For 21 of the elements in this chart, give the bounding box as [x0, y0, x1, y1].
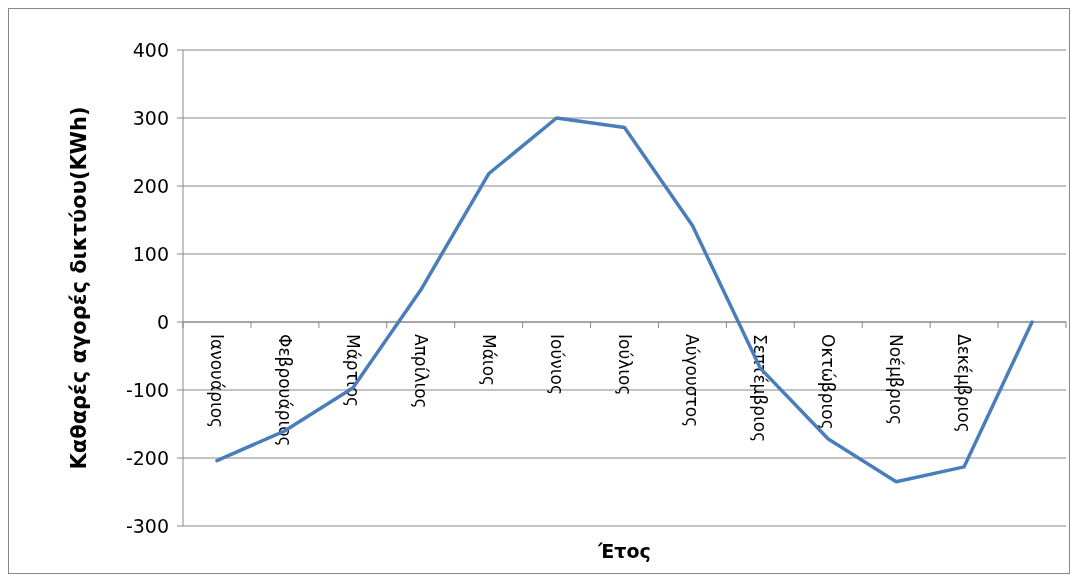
x-tick-label: Φεβρουάριος [274, 334, 295, 447]
x-tick-label: Οκτώβριος [818, 334, 839, 430]
y-tick-label: 300 [132, 106, 169, 129]
x-tick-label: Ιούνιος [546, 334, 567, 395]
y-tick-label: -300 [125, 514, 169, 537]
x-tick-label: Μάιος [478, 334, 499, 387]
x-tick-label: Σεπτέμβριος [750, 334, 771, 443]
y-tick-label: -200 [125, 446, 169, 469]
x-tick-label: Αύγουστος [682, 334, 703, 428]
y-tick-label: 400 [132, 38, 169, 61]
y-tick-label: 100 [132, 242, 169, 265]
y-tick-label: -100 [125, 378, 169, 401]
y-tick-label: 200 [132, 174, 169, 197]
x-tick-label: Ιούλιος [614, 334, 635, 396]
x-axis-title: Έτος [597, 540, 651, 562]
x-tick-label: Ιανουάριος [207, 334, 228, 429]
x-tick-label: Δεκέμβριος [954, 334, 975, 433]
x-tick-label: Νοέμβριος [886, 334, 907, 425]
y-axis-title: Καθαρές αγορές δικτύου(KWh) [67, 106, 91, 470]
x-tick-label: Απρίλιος [410, 334, 431, 409]
y-tick-label: 0 [156, 310, 169, 333]
